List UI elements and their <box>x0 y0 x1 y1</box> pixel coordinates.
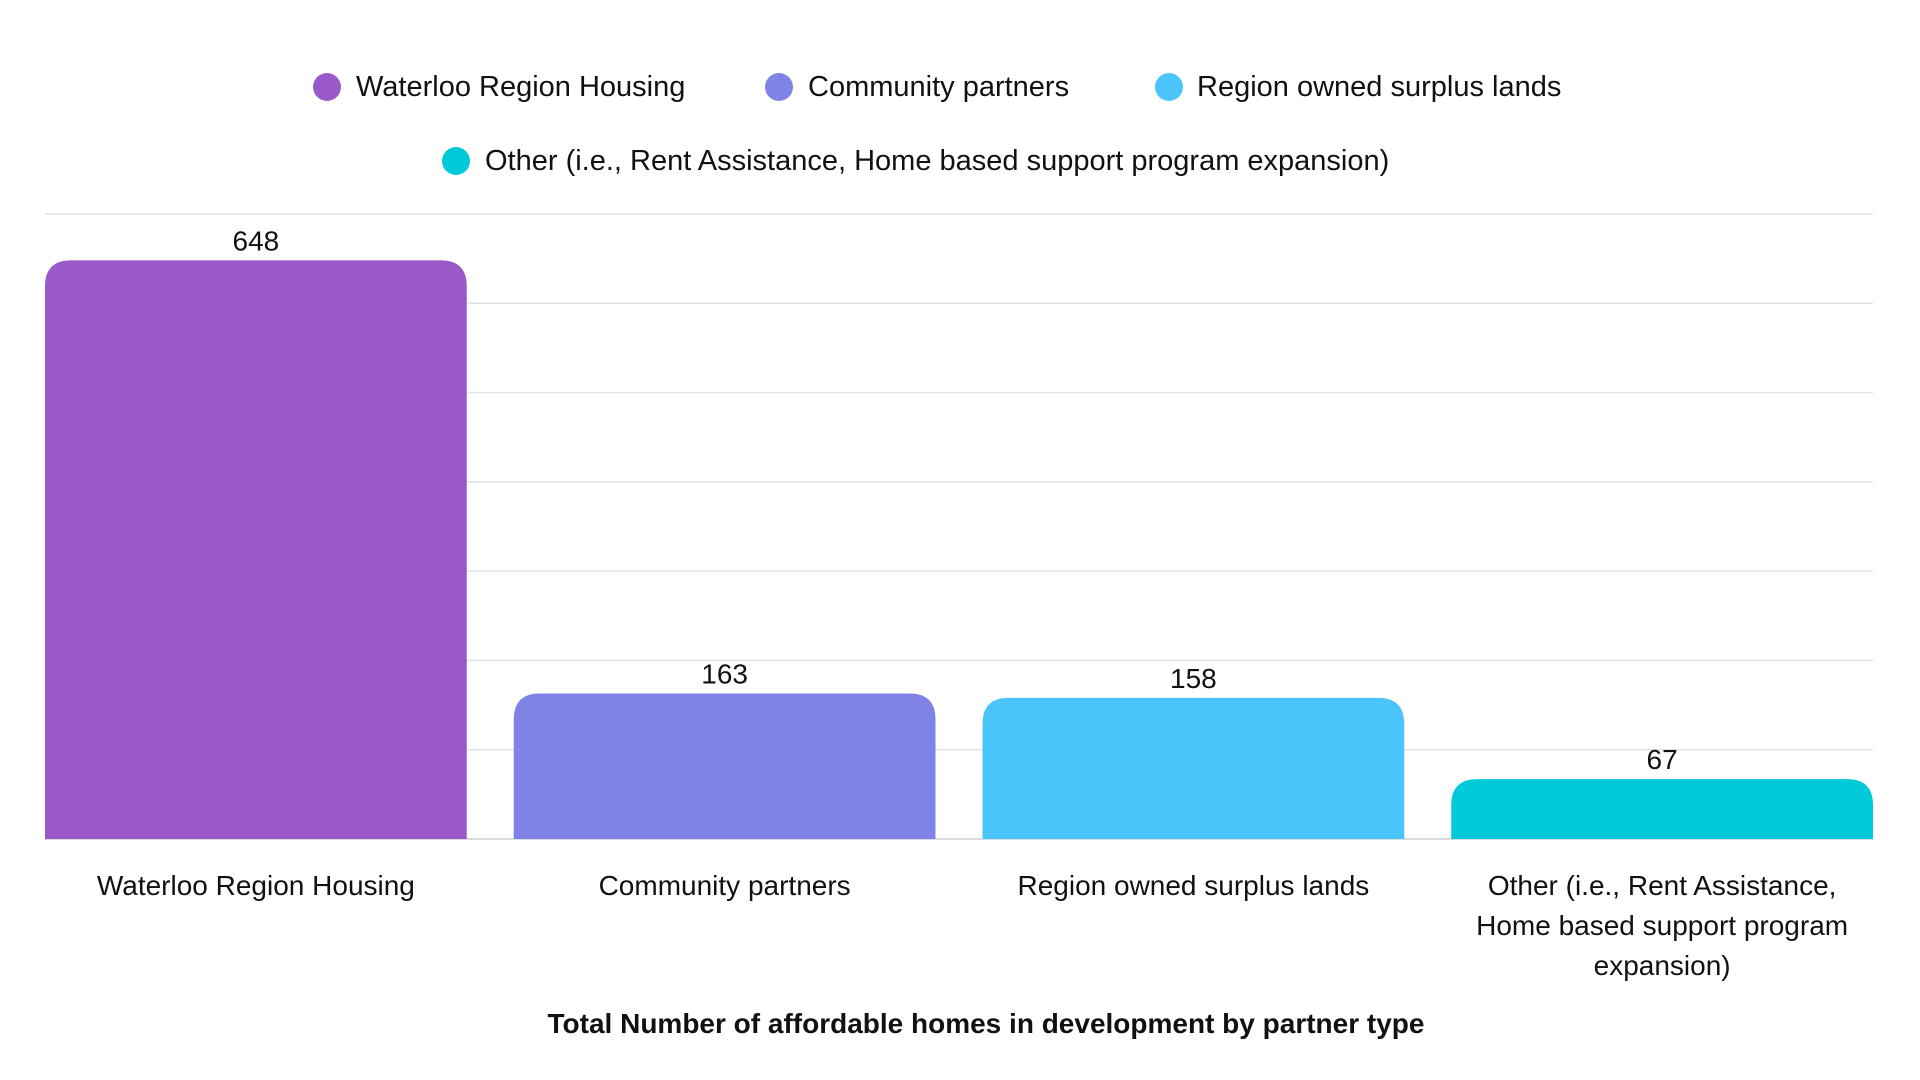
legend-item-other: Other (i.e., Rent Assistance, Home based… <box>442 145 1389 177</box>
value-label: 158 <box>1170 663 1217 694</box>
bar <box>513 693 936 839</box>
value-label: 163 <box>701 658 748 689</box>
bars <box>45 260 1873 839</box>
category-label: Home based support program <box>1476 910 1848 941</box>
legend-swatch <box>442 147 470 175</box>
category-label: expansion) <box>1594 950 1731 981</box>
legend-label: Other (i.e., Rent Assistance, Home based… <box>485 145 1389 177</box>
legend-label: Waterloo Region Housing <box>356 71 685 103</box>
legend-label: Region owned surplus lands <box>1197 71 1561 103</box>
legend-swatch <box>313 73 341 101</box>
value-label: 648 <box>233 225 280 256</box>
legend-item-region-owned-surplus-lands: Region owned surplus lands <box>1155 71 1561 103</box>
category-labels: Waterloo Region Housing Community partner… <box>97 870 1848 981</box>
legend-swatch <box>765 73 793 101</box>
bar <box>45 260 467 839</box>
category-label: Community partners <box>599 870 851 901</box>
legend-item-waterloo-region-housing: Waterloo Region Housing <box>313 71 685 103</box>
bar <box>982 697 1405 839</box>
category-label: Other (i.e., Rent Assistance, <box>1488 870 1837 901</box>
legend-label: Community partners <box>808 71 1069 103</box>
category-label: Region owned surplus lands <box>1017 870 1369 901</box>
category-label: Waterloo Region Housing <box>97 870 415 901</box>
value-labels: 648 163 158 67 <box>233 225 1678 775</box>
chart-title: Total Number of affordable homes in deve… <box>548 1008 1425 1039</box>
value-label: 67 <box>1647 744 1678 775</box>
bar <box>1451 779 1873 839</box>
legend-swatch <box>1155 73 1183 101</box>
legend: Waterloo Region Housing Community partne… <box>313 71 1561 177</box>
legend-item-community-partners: Community partners <box>765 71 1069 103</box>
